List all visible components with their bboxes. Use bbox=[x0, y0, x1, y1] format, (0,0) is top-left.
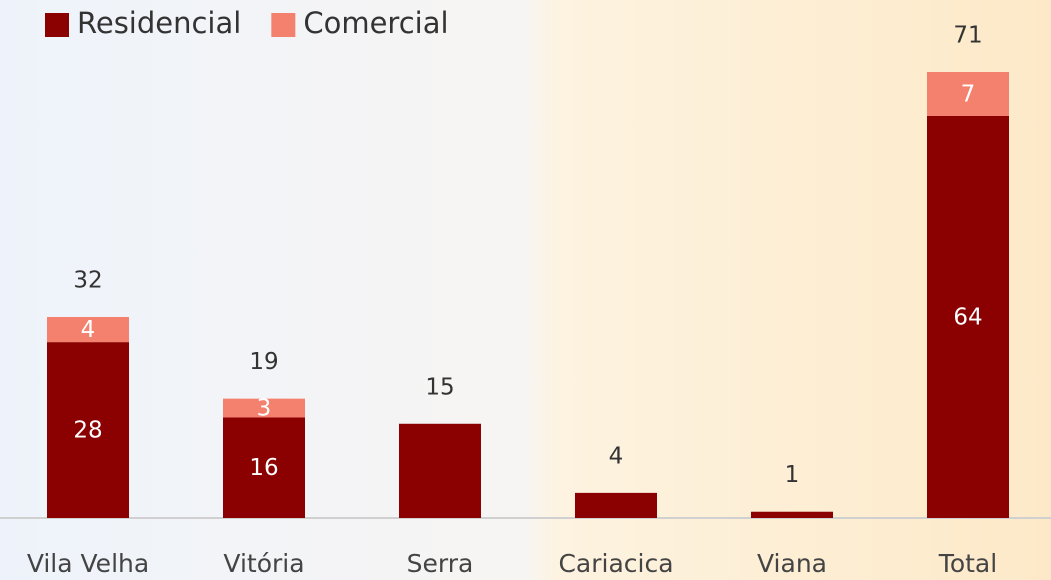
total-label: 19 bbox=[249, 349, 278, 375]
total-label: 4 bbox=[609, 443, 624, 469]
x-tick-label: Serra bbox=[407, 549, 474, 578]
data-label: 7 bbox=[961, 81, 976, 107]
data-label: 16 bbox=[249, 455, 278, 481]
x-tick-label: Viana bbox=[757, 549, 827, 578]
bar-segment bbox=[223, 417, 305, 518]
x-tick-label: Cariacica bbox=[558, 549, 673, 578]
legend-label: Residencial bbox=[77, 6, 241, 40]
bar-segment bbox=[223, 398, 305, 418]
x-tick-label: Vitória bbox=[223, 549, 304, 578]
total-label: 1 bbox=[785, 462, 800, 488]
legend-label: Comercial bbox=[303, 6, 448, 40]
total-label: 71 bbox=[953, 23, 982, 49]
bar-segment bbox=[575, 492, 657, 518]
bar-segment bbox=[927, 115, 1009, 518]
bar-segment bbox=[47, 316, 129, 343]
x-tick-label: Vila Velha bbox=[27, 549, 149, 578]
data-label: 3 bbox=[257, 396, 272, 422]
bar-segment bbox=[47, 342, 129, 518]
data-label: 4 bbox=[81, 317, 96, 343]
legend-swatch bbox=[271, 13, 296, 37]
bar-segment bbox=[399, 423, 481, 518]
bar-segment bbox=[927, 72, 1009, 116]
data-label: 28 bbox=[73, 418, 102, 444]
bar-segment bbox=[751, 511, 833, 518]
data-label: 64 bbox=[953, 304, 982, 330]
legend-swatch bbox=[45, 13, 69, 37]
total-label: 15 bbox=[425, 374, 454, 400]
x-tick-label: Total bbox=[938, 549, 997, 578]
total-label: 32 bbox=[73, 267, 102, 293]
